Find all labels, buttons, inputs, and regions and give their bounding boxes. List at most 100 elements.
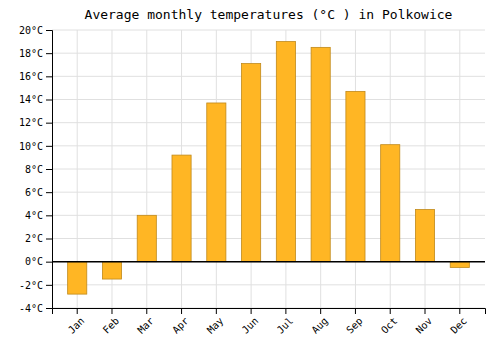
tick-label: 12°C bbox=[19, 117, 43, 128]
bar bbox=[172, 155, 191, 262]
tick-mark bbox=[46, 262, 52, 263]
grid-line bbox=[52, 261, 485, 262]
tick: Nov bbox=[414, 308, 435, 336]
zero-line bbox=[52, 261, 485, 263]
tick-label: Sep bbox=[344, 315, 365, 336]
tick: Sep bbox=[344, 308, 365, 336]
tick-mark bbox=[46, 53, 52, 54]
tick-label: Mar bbox=[135, 315, 156, 336]
x-axis: Jan Feb Mar Apr May Jun Jul Aug Sep Oct Nov Dec bbox=[53, 308, 486, 336]
axis-line bbox=[46, 31, 53, 309]
tick: 2°C bbox=[25, 233, 52, 244]
bar bbox=[242, 64, 261, 262]
tick-label: 14°C bbox=[19, 94, 43, 105]
tick-label: -2°C bbox=[19, 280, 43, 291]
tick-label: Aug bbox=[309, 315, 330, 336]
tick: Aug bbox=[309, 308, 330, 336]
grid-line bbox=[52, 192, 485, 193]
tick-mark bbox=[46, 100, 52, 101]
tick: 8°C bbox=[25, 164, 52, 175]
tick-mark bbox=[425, 308, 426, 314]
grid-line bbox=[52, 284, 485, 285]
tick-label: Nov bbox=[414, 315, 435, 336]
tick: 12°C bbox=[19, 117, 52, 128]
tick: Dec bbox=[448, 308, 469, 336]
tick-label: Oct bbox=[379, 315, 400, 336]
tick-mark bbox=[46, 146, 52, 147]
tick-label: 0°C bbox=[25, 256, 43, 267]
tick-mark bbox=[111, 308, 112, 314]
tick-mark bbox=[46, 30, 52, 31]
tick-label: 6°C bbox=[25, 187, 43, 198]
tick: Jan bbox=[66, 308, 87, 336]
bar bbox=[68, 262, 87, 294]
tick-label: Apr bbox=[170, 315, 191, 336]
tick-label: 20°C bbox=[19, 25, 43, 36]
tick-mark bbox=[46, 215, 52, 216]
bar bbox=[415, 210, 434, 262]
bar bbox=[276, 42, 295, 262]
bar bbox=[102, 262, 121, 279]
tick-mark bbox=[216, 308, 217, 314]
tick: May bbox=[205, 308, 226, 336]
bar bbox=[346, 91, 365, 261]
tick-label: 4°C bbox=[25, 210, 43, 221]
tick-mark bbox=[46, 123, 52, 124]
tick-mark bbox=[320, 308, 321, 314]
tick: 14°C bbox=[19, 94, 52, 105]
tick-label: Jan bbox=[66, 315, 87, 336]
tick-label: May bbox=[205, 315, 226, 336]
bar bbox=[311, 47, 330, 261]
bar bbox=[207, 103, 226, 262]
grid-line bbox=[52, 145, 485, 146]
chart: -4°C -2°C 0°C 2°C 4°C 6°C 8°C 10°C 12°C 14°C 16°C 1… bbox=[0, 0, 500, 350]
tick-mark bbox=[251, 308, 252, 314]
tick-mark bbox=[459, 308, 460, 314]
tick: -2°C bbox=[19, 280, 52, 291]
tick: 4°C bbox=[25, 210, 52, 221]
tick-label: Feb bbox=[101, 315, 122, 336]
tick: 16°C bbox=[19, 71, 52, 82]
tick-label: 2°C bbox=[25, 233, 43, 244]
grid-line bbox=[52, 30, 485, 31]
tick-label: -4°C bbox=[19, 303, 43, 314]
tick-label: Dec bbox=[448, 315, 469, 336]
tick-label: 16°C bbox=[19, 71, 43, 82]
grid-line bbox=[146, 30, 147, 308]
tick: 18°C bbox=[19, 48, 52, 59]
tick: -4°C bbox=[19, 303, 52, 314]
grid-line bbox=[52, 53, 485, 54]
tick-mark bbox=[285, 308, 286, 314]
tick-mark bbox=[46, 285, 52, 286]
tick: Mar bbox=[135, 308, 156, 336]
bars bbox=[52, 42, 485, 295]
tick-label: Jul bbox=[275, 315, 296, 336]
tick: Feb bbox=[101, 308, 122, 336]
bar bbox=[450, 262, 469, 268]
tick-mark bbox=[77, 308, 78, 314]
y-axis: -4°C -2°C 0°C 2°C 4°C 6°C 8°C 10°C 12°C 14°C 16°C 1… bbox=[19, 25, 53, 314]
axis-line bbox=[53, 309, 486, 315]
grid-line bbox=[425, 30, 426, 308]
title: Average monthly temperatures (°C ) in Po… bbox=[85, 7, 453, 22]
grid-line bbox=[52, 169, 485, 170]
tick-mark bbox=[355, 308, 356, 314]
tick: Jun bbox=[240, 308, 261, 336]
tick-mark bbox=[46, 192, 52, 193]
tick-mark bbox=[46, 308, 52, 309]
tick-label: 10°C bbox=[19, 141, 43, 152]
bar bbox=[137, 215, 156, 261]
tick: Jul bbox=[275, 308, 296, 336]
tick-mark bbox=[146, 308, 147, 314]
tick-label: 18°C bbox=[19, 48, 43, 59]
bar bbox=[381, 145, 400, 262]
tick: 6°C bbox=[25, 187, 52, 198]
tick-mark bbox=[390, 308, 391, 314]
tick: 20°C bbox=[19, 25, 52, 36]
tick-label: 8°C bbox=[25, 164, 43, 175]
tick: 10°C bbox=[19, 141, 52, 152]
tick-mark bbox=[46, 239, 52, 240]
grid-line bbox=[52, 122, 485, 123]
tick: Oct bbox=[379, 308, 400, 336]
tick-mark bbox=[46, 76, 52, 77]
